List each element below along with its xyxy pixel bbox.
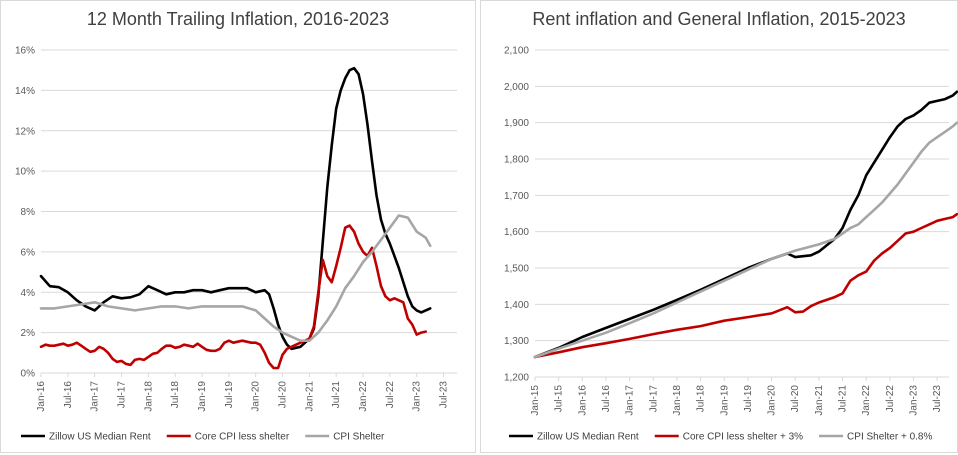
left-x-tick-label: Jul-22 (385, 381, 396, 409)
left-x-tick-label: Jul-20 (278, 381, 289, 409)
right-series-line-3 (533, 121, 958, 359)
right-x-tick-label: Jan-22 (861, 385, 872, 416)
left-y-tick-label: 10% (15, 167, 35, 178)
left-chart-title: 12 Month Trailing Inflation, 2016-2023 (86, 9, 390, 29)
left-x-tick-label: Jan-18 (143, 381, 154, 412)
right-x-tick-label: Jul-23 (932, 385, 943, 413)
left-legend-label-1: Zillow US Median Rent (49, 432, 151, 443)
left-y-tick-label: 16% (15, 46, 35, 57)
left-y-tick-label: 12% (15, 126, 35, 137)
left-legend-label-3: CPI Shelter (333, 432, 385, 443)
right-y-tick-label: 1,600 (504, 227, 529, 238)
left-x-tick-label: Jan-19 (197, 381, 208, 412)
right-x-tick-label: Jul-15 (554, 385, 565, 413)
left-x-tick-label: Jan-22 (358, 381, 369, 412)
left-x-tick-label: Jul-19 (224, 381, 235, 409)
left-y-tick-label: 14% (15, 86, 35, 97)
right-y-tick-label: 1,400 (504, 300, 529, 311)
right-x-tick-label: Jul-16 (601, 385, 612, 413)
left-chart-panel: 12 Month Trailing Inflation, 2016-2023 0… (0, 0, 476, 453)
right-chart-title: Rent inflation and General Inflation, 20… (532, 9, 906, 29)
right-series-line-1 (533, 90, 958, 359)
right-y-tick-label: 1,500 (504, 264, 529, 275)
right-x-tick-label: Jan-23 (909, 385, 920, 416)
right-series-line-2 (533, 212, 958, 359)
right-legend-label-2: Core CPI less shelter + 3% (683, 432, 803, 443)
right-x-tick-label: Jan-15 (530, 385, 541, 416)
right-x-tick-label: Jul-20 (790, 385, 801, 413)
right-y-tick-label: 1,900 (504, 118, 529, 129)
right-y-tick-label: 1,300 (504, 336, 529, 347)
right-y-tick-label: 1,200 (504, 373, 529, 384)
right-chart-panel: Rent inflation and General Inflation, 20… (480, 0, 958, 453)
right-legend-label-3: CPI Shelter + 0.8% (847, 432, 932, 443)
left-chart-svg: 0% 2% 4% 6% 8% 10% 12% 14% 16% Jan-16 Jul-16 Jan-17… (15, 46, 457, 443)
right-x-tick-label: Jan-21 (814, 385, 825, 416)
right-chart-svg: 1,200 1,300 1,400 1,500 1,600 1,700 1,800 1,900… (504, 46, 958, 443)
left-legend-label-2: Core CPI less shelter (195, 432, 290, 443)
left-x-tick-label: Jul-17 (117, 381, 128, 409)
right-x-tick-label: Jan-20 (767, 385, 778, 416)
right-y-tick-label: 1,700 (504, 191, 529, 202)
right-y-tick-label: 1,800 (504, 155, 529, 166)
left-x-tick-label: Jul-18 (170, 381, 181, 409)
left-x-tick-label: Jul-23 (439, 381, 450, 409)
left-y-tick-label: 2% (21, 328, 36, 339)
right-x-tick-label: Jul-19 (743, 385, 754, 413)
left-x-tick-label: Jul-21 (331, 381, 342, 409)
right-y-tick-label: 2,100 (504, 46, 529, 57)
right-x-tick-label: Jan-19 (719, 385, 730, 416)
right-x-tick-label: Jul-18 (696, 385, 707, 413)
left-x-tick-label: Jul-16 (63, 381, 74, 409)
left-y-tick-label: 8% (21, 207, 36, 218)
left-series-line-2 (39, 224, 427, 370)
left-x-tick-label: Jan-20 (251, 381, 262, 412)
right-x-tick-label: Jan-18 (672, 385, 683, 416)
right-legend-label-1: Zillow US Median Rent (537, 432, 639, 443)
right-x-tick-label: Jul-17 (648, 385, 659, 413)
right-x-tick-label: Jan-17 (625, 385, 636, 416)
left-y-tick-label: 0% (21, 369, 36, 380)
left-x-tick-label: Jan-17 (90, 381, 101, 412)
right-y-tick-label: 2,000 (504, 82, 529, 93)
left-x-tick-label: Jan-23 (412, 381, 423, 412)
left-x-tick-label: Jan-21 (304, 381, 315, 412)
right-x-tick-label: Jul-22 (885, 385, 896, 413)
right-x-tick-label: Jul-21 (838, 385, 849, 413)
left-y-tick-label: 6% (21, 247, 36, 258)
left-y-tick-label: 4% (21, 288, 36, 299)
left-series-line-3 (39, 214, 432, 342)
left-x-tick-label: Jan-16 (36, 381, 47, 412)
right-x-tick-label: Jan-16 (577, 385, 588, 416)
